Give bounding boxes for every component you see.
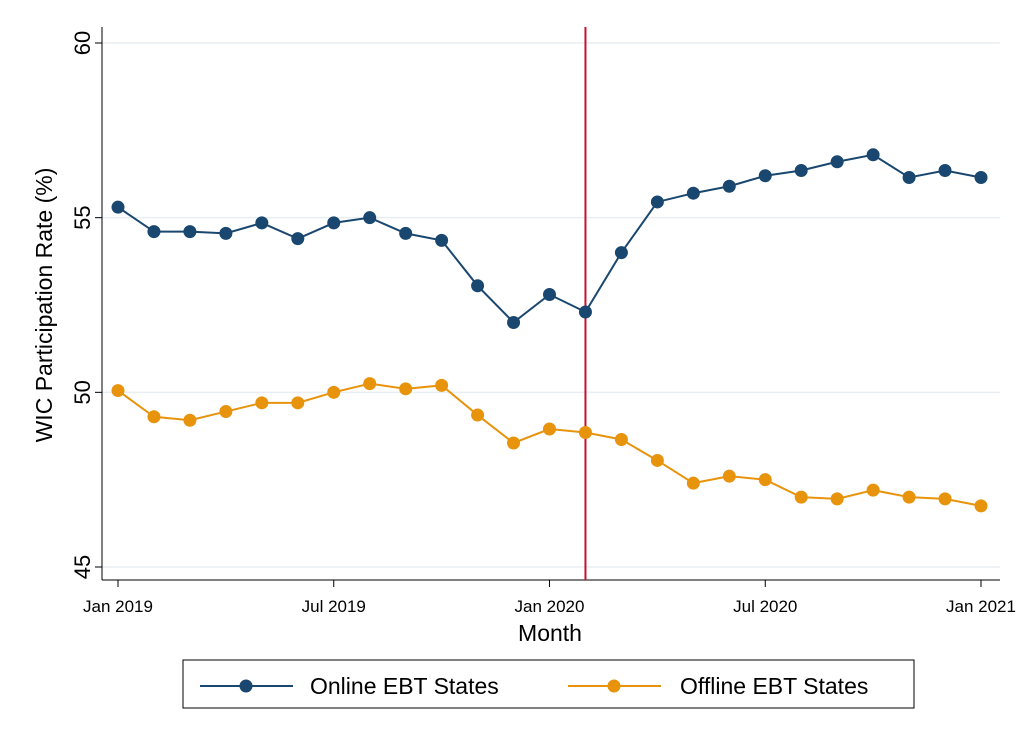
data-point-s0-16 <box>686 186 700 200</box>
data-point-s1-2 <box>183 413 197 427</box>
data-point-s0-18 <box>758 169 772 183</box>
data-point-s0-0 <box>111 200 125 214</box>
data-point-s1-0 <box>111 384 125 398</box>
data-point-s0-7 <box>363 211 377 225</box>
data-point-s0-17 <box>722 179 736 193</box>
data-point-s1-23 <box>938 492 952 506</box>
data-point-s1-6 <box>327 385 341 399</box>
data-point-s0-20 <box>830 155 844 169</box>
data-point-s0-2 <box>183 225 197 239</box>
series-line-1 <box>117 382 982 507</box>
data-point-s0-6 <box>327 216 341 230</box>
legend-online-marker <box>239 679 253 693</box>
data-point-s1-1 <box>147 410 161 424</box>
data-point-s1-18 <box>758 473 772 487</box>
grid-layer <box>102 42 1000 568</box>
x-tick-label-24: Jan 2021 <box>946 597 1016 616</box>
series-layer <box>111 148 988 513</box>
data-point-s1-4 <box>255 396 269 410</box>
data-point-s0-10 <box>471 279 485 293</box>
data-point-s1-8 <box>399 382 413 396</box>
data-point-s0-14 <box>614 246 628 260</box>
data-point-s1-20 <box>830 492 844 506</box>
data-point-s1-10 <box>471 408 485 422</box>
data-point-s0-4 <box>255 216 269 230</box>
y-tick-label-55: 55 <box>70 205 95 229</box>
series-1 <box>111 377 988 513</box>
data-point-s1-24 <box>974 499 988 513</box>
data-point-s1-11 <box>507 436 521 450</box>
data-point-s1-14 <box>614 432 628 446</box>
data-point-s0-3 <box>219 226 233 240</box>
y-tick-label-50: 50 <box>70 380 95 404</box>
data-point-s0-8 <box>399 226 413 240</box>
legend-online-label: Online EBT States <box>310 673 499 699</box>
data-point-s0-22 <box>902 170 916 184</box>
data-point-s1-17 <box>722 469 736 483</box>
y-tick-label-60: 60 <box>70 31 95 55</box>
data-point-s1-12 <box>543 422 556 436</box>
y-tick-label-45: 45 <box>70 555 95 579</box>
legend-offline-marker <box>607 679 621 693</box>
legend: Online EBT States Offline EBT States <box>182 659 915 709</box>
legend-offline-label: Offline EBT States <box>680 673 868 699</box>
legend-box <box>182 659 915 709</box>
data-point-s1-5 <box>291 396 305 410</box>
x-tick-label-0: Jan 2019 <box>83 597 153 616</box>
data-point-s0-23 <box>938 164 952 178</box>
data-point-s1-19 <box>794 490 808 504</box>
data-point-s0-13 <box>578 305 592 319</box>
x-tick-label-6: Jul 2019 <box>302 597 366 616</box>
y-axis-title: WIC Participation Rate (%) <box>31 168 57 443</box>
x-tick-label-18: Jul 2020 <box>733 597 797 616</box>
data-point-s0-15 <box>650 195 664 209</box>
data-point-s0-21 <box>866 148 880 162</box>
data-point-s0-12 <box>543 288 556 302</box>
data-point-s0-24 <box>974 170 988 184</box>
series-0 <box>111 148 988 329</box>
x-axis-title: Month <box>518 620 582 646</box>
data-point-s1-15 <box>650 453 664 467</box>
data-point-s1-22 <box>902 490 916 504</box>
data-point-s0-9 <box>435 233 449 247</box>
data-point-s1-3 <box>219 405 233 419</box>
data-point-s1-13 <box>578 426 592 440</box>
data-point-s0-1 <box>147 225 161 239</box>
x-tick-label-12: Jan 2020 <box>515 597 585 616</box>
data-point-s0-19 <box>794 164 808 178</box>
data-point-s1-21 <box>866 483 880 497</box>
axes-layer: 45 50 55 60 Jan 2019 Jul 2019 Jan 2020 Jul 202… <box>31 27 1016 646</box>
data-point-s0-11 <box>507 315 521 329</box>
data-point-s0-5 <box>291 232 305 246</box>
y-ticks: 45 50 55 60 <box>70 31 102 579</box>
data-point-s1-7 <box>363 377 377 391</box>
data-point-s1-16 <box>686 476 700 490</box>
data-point-s1-9 <box>435 378 449 392</box>
x-ticks: Jan 2019 Jul 2019 Jan 2020 Jul 2020 Jan 2021 <box>83 580 1016 616</box>
